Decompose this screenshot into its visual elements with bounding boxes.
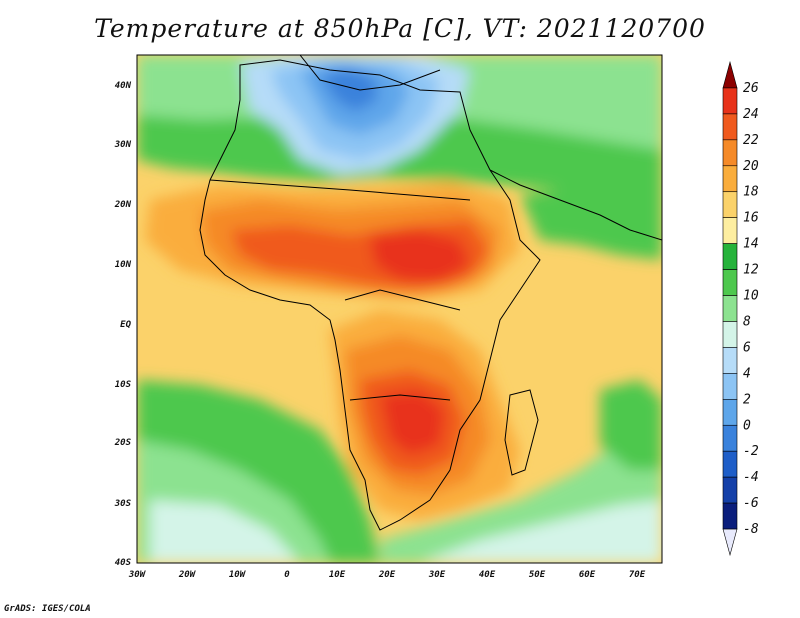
colorbar-swatch (722, 217, 738, 244)
lat-label: 40N (115, 81, 132, 91)
lat-label: 30N (114, 140, 132, 150)
colorbar-level-label: 4 (743, 366, 751, 381)
colorbar-swatch (722, 424, 738, 452)
lon-label: 30W (128, 570, 147, 580)
colorbar-level-label: 24 (743, 107, 759, 122)
lon-label: 20E (378, 570, 396, 580)
colorbar-swatch (722, 321, 738, 348)
colorbar-swatch (722, 87, 738, 115)
colorbar-swatch (722, 528, 738, 557)
colorbar-level-label: 20 (743, 159, 759, 174)
colorbar-swatch (722, 191, 738, 218)
footer-credit: GrADS: IGES/COLA (4, 604, 91, 614)
colorbar-swatch (722, 139, 738, 167)
colorbar-level-label: -2 (743, 444, 759, 459)
lat-label: 30S (114, 499, 132, 509)
lat-label: 10N (115, 260, 132, 270)
colorbar-swatch (722, 295, 738, 322)
colorbar-level-label: 6 (743, 340, 751, 355)
colorbar-level-label: -6 (743, 496, 759, 511)
colorbar-level-label: 12 (743, 263, 759, 278)
lon-label: 60E (579, 570, 596, 580)
colorbar-swatch (722, 399, 738, 426)
colorbar-level-label: 26 (743, 81, 759, 96)
lon-label: 70E (629, 570, 646, 580)
colorbar-swatch (722, 450, 738, 478)
colorbar-level-label: 2 (743, 392, 751, 407)
lon-axis: 30W 20W 10W 0 10E 20E 30E 40E 50E 60E 70… (128, 570, 646, 580)
colorbar-level-label: 18 (743, 185, 759, 200)
colorbar-level-label: -8 (743, 522, 759, 537)
lon-label: 30E (428, 570, 446, 580)
colorbar-swatch (722, 165, 738, 193)
lat-label: 40S (115, 558, 132, 568)
colorbar-swatch (722, 502, 738, 530)
colorbar-swatch (722, 373, 738, 400)
colorbar-swatch (722, 347, 738, 374)
lon-label: 10W (229, 570, 247, 580)
colorbar-swatch (722, 60, 738, 89)
colorbar-level-label: 10 (743, 289, 759, 304)
colorbar-level-label: 16 (743, 211, 759, 226)
lon-label: 20W (178, 570, 197, 580)
lat-label: 10S (115, 380, 132, 390)
lon-label: 10E (329, 570, 346, 580)
lat-label: 20N (114, 200, 132, 210)
map-frame (136, 54, 663, 564)
map-title: Temperature at 850hPa [C], VT: 202112070… (94, 14, 706, 43)
lat-axis: 40N 30N 20N 10N EQ 10S 20S 30S 40S (114, 81, 132, 568)
colorbar-level-label: -4 (743, 470, 759, 485)
colorbar-level-label: 0 (743, 418, 751, 433)
lon-label: 40E (479, 570, 496, 580)
lon-label: 50E (529, 570, 546, 580)
colorbar-level-label: 14 (743, 237, 759, 252)
colorbar-swatch (722, 269, 738, 296)
colorbar-swatch (722, 113, 738, 141)
colorbar-swatch (722, 476, 738, 504)
colorbar-level-label: 22 (743, 133, 759, 148)
lat-label: EQ (120, 320, 131, 330)
temperature-field (137, 55, 662, 563)
colorbar-level-label: 8 (743, 314, 751, 329)
lat-label: 20S (114, 438, 132, 448)
coastlines (199, 55, 662, 531)
lon-label: 0 (284, 570, 290, 580)
colorbar-swatch (722, 243, 738, 270)
